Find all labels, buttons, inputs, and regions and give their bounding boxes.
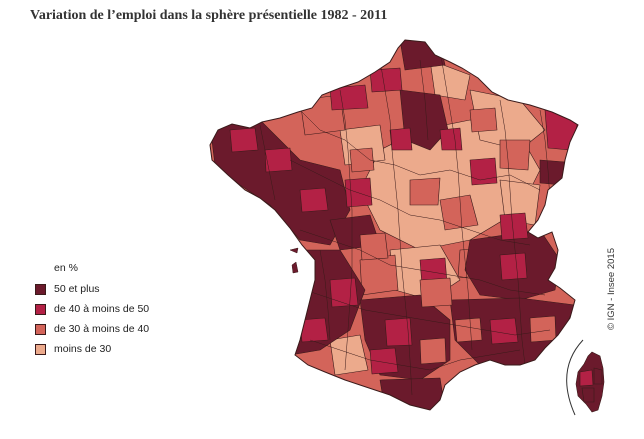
corsica-inset-arc: [566, 339, 584, 416]
legend-item-30-40: de 30 à moins de 40: [35, 320, 149, 338]
legend-swatch: [35, 323, 46, 335]
metropole-outline: [209, 39, 579, 411]
map-title: Variation de l’emploi dans la sphère pré…: [30, 8, 388, 23]
legend-item-under-30: moins de 30: [35, 340, 149, 358]
copyright-credit: © IGN - Insee 2015: [606, 248, 617, 330]
legend-swatch: [35, 343, 46, 355]
legend-label: moins de 30: [54, 343, 112, 355]
legend-label: de 30 à moins de 40: [54, 323, 150, 335]
legend-item-50-plus: 50 et plus: [35, 280, 149, 298]
legend-item-40-50: de 40 à moins de 50: [35, 300, 149, 318]
employment-zones: [210, 40, 578, 410]
ile-d-oleron: [291, 261, 299, 274]
corsica: [575, 351, 605, 413]
legend-label: de 40 à moins de 50: [54, 303, 150, 315]
legend-swatch: [35, 283, 46, 295]
ile-de-re: [289, 247, 299, 254]
legend-label: 50 et plus: [54, 283, 100, 295]
legend-swatch: [35, 303, 46, 315]
legend: en % 50 et plus de 40 à moins de 50 de 3…: [35, 262, 149, 360]
legend-unit: en %: [54, 262, 78, 274]
